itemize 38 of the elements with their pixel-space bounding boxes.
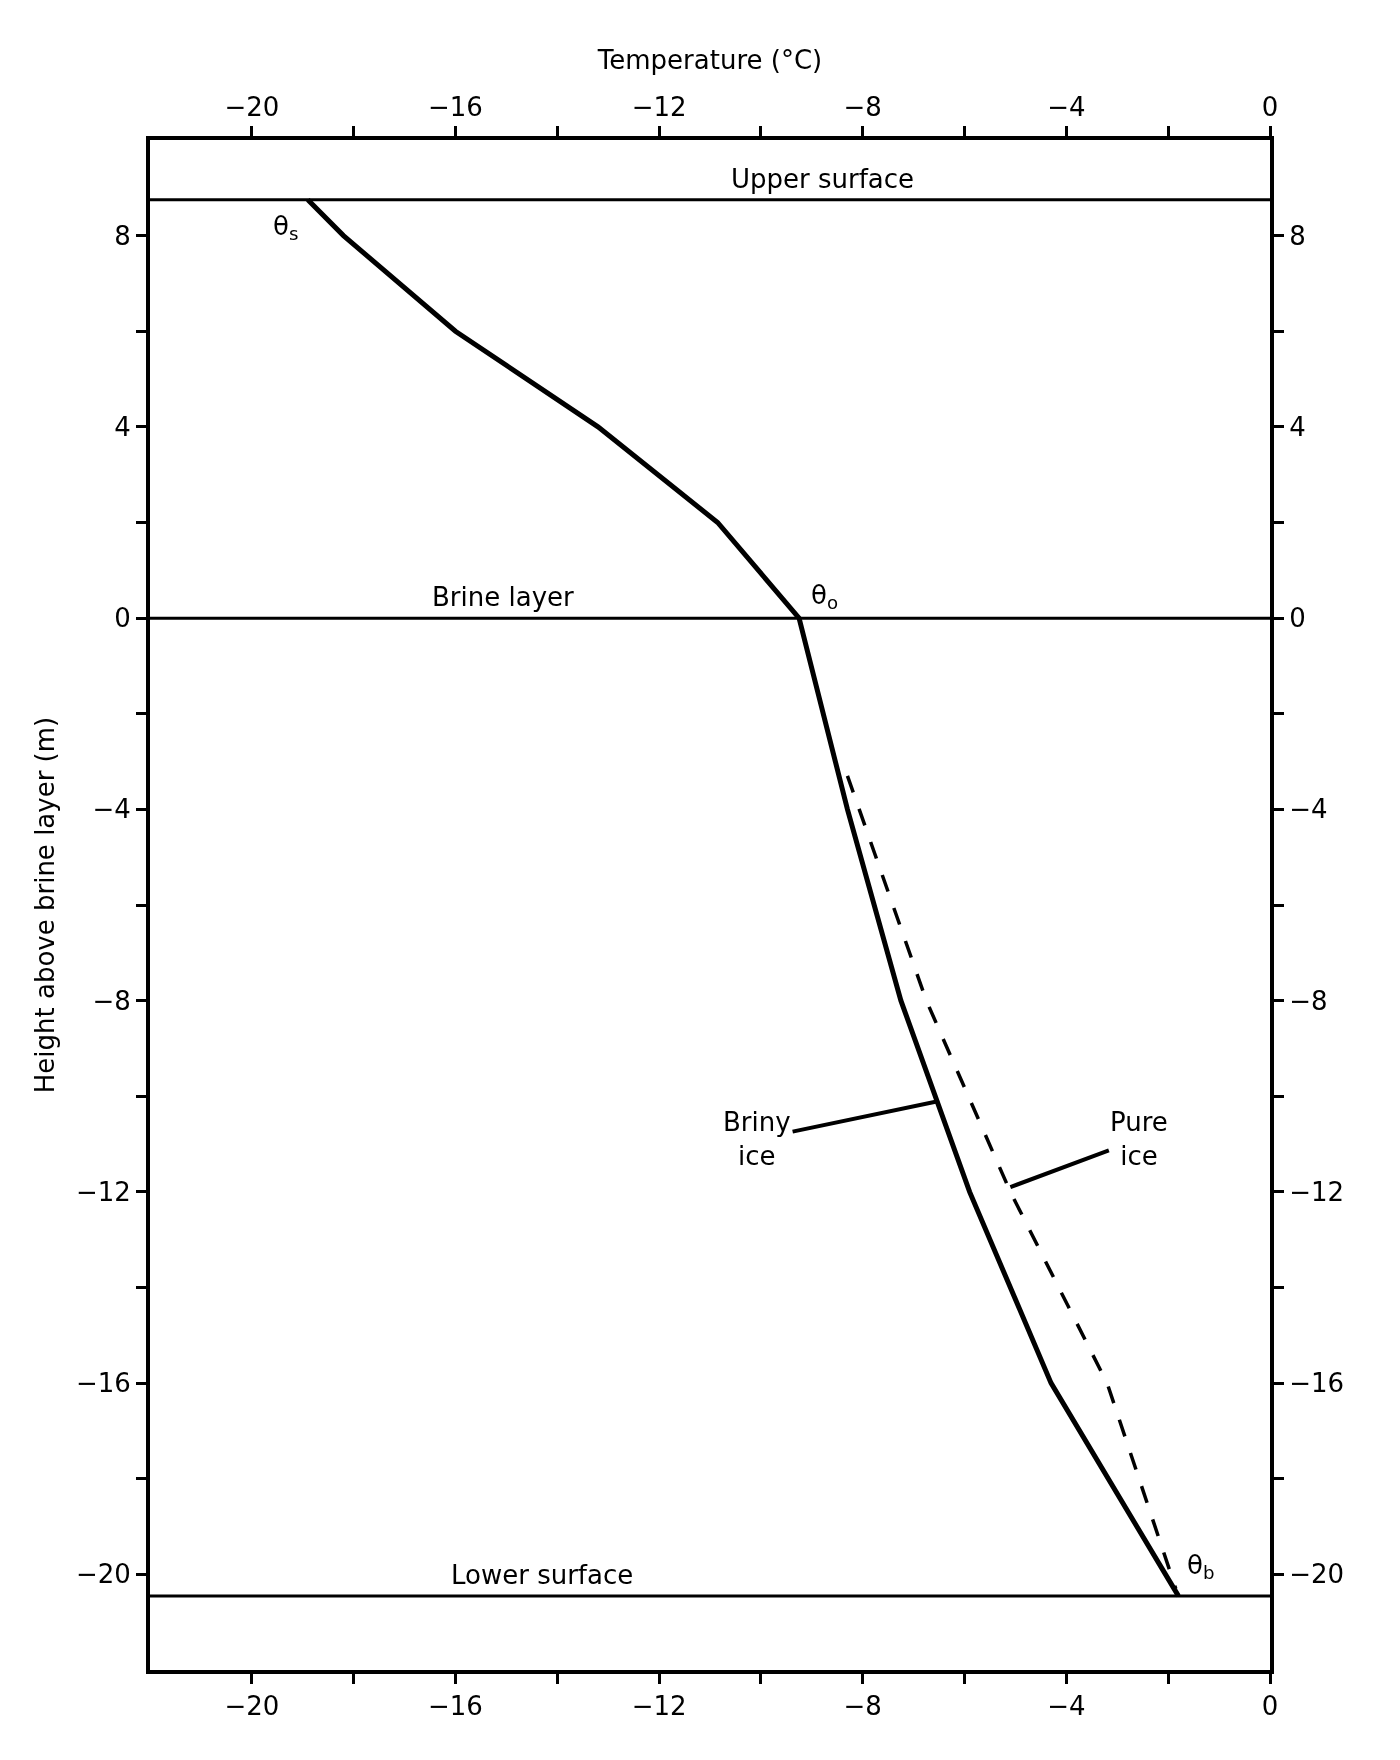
y-tick-label: −8 bbox=[92, 985, 131, 1016]
ref-line-label: Brine layer bbox=[432, 582, 575, 612]
x-tick-label: −20 bbox=[224, 91, 280, 122]
y-tick-label: −16 bbox=[75, 1368, 131, 1399]
x2-tick-label: −20 bbox=[224, 1691, 280, 1722]
x-tick-label: −4 bbox=[1047, 91, 1086, 122]
y-tick-label: −12 bbox=[75, 1176, 131, 1207]
annotation: θ$_{o}$ bbox=[811, 580, 839, 614]
x-tick-label: 0 bbox=[1261, 91, 1279, 122]
y2-tick-label: −12 bbox=[1289, 1176, 1345, 1207]
y2-tick-label: 4 bbox=[1289, 411, 1306, 442]
y2-tick-label: −16 bbox=[1289, 1368, 1345, 1399]
x2-tick-label: −8 bbox=[843, 1691, 882, 1722]
x2-tick-label: −4 bbox=[1047, 1691, 1086, 1722]
y-tick-label: 8 bbox=[114, 220, 131, 251]
x2-axis-title: Temperature (°C) bbox=[596, 45, 823, 76]
annotation: θ$_{s}$ bbox=[273, 211, 299, 245]
y-tick-label: 4 bbox=[114, 411, 131, 442]
x-tick-label: −12 bbox=[631, 91, 687, 122]
y-tick-label: −4 bbox=[92, 794, 131, 825]
x2-tick-label: −16 bbox=[428, 1691, 483, 1722]
y-axis-title: Height above brine layer (m) bbox=[29, 716, 60, 1094]
y2-tick-label: −8 bbox=[1289, 985, 1328, 1016]
y2-tick-label: −4 bbox=[1289, 794, 1328, 825]
x2-tick-label: −12 bbox=[631, 1691, 687, 1722]
y2-tick-label: 0 bbox=[1289, 603, 1306, 634]
ref-line-label: Upper surface bbox=[731, 164, 915, 194]
y-tick-label: 0 bbox=[114, 603, 131, 634]
y2-tick-label: −20 bbox=[1289, 1559, 1345, 1590]
annotation: Pure ice bbox=[1110, 1107, 1168, 1171]
x-tick-label: −8 bbox=[843, 91, 882, 122]
x2-tick-label: 0 bbox=[1261, 1691, 1279, 1722]
ref-line-label: Lower surface bbox=[451, 1560, 634, 1590]
annotation: θ$_{b}$ bbox=[1187, 1550, 1215, 1584]
annotation: Briny ice bbox=[723, 1107, 791, 1171]
y2-tick-label: 8 bbox=[1289, 220, 1306, 251]
x-tick-label: −16 bbox=[428, 91, 483, 122]
y-tick-label: −20 bbox=[75, 1559, 131, 1590]
